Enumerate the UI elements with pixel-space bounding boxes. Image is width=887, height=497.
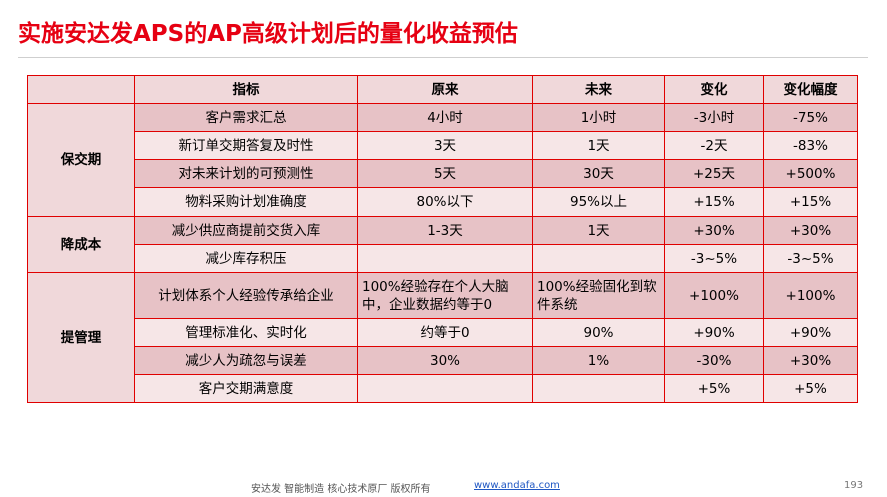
change-cell: +25天: [664, 159, 764, 188]
indicator-cell: 客户交期满意度: [134, 374, 358, 403]
page-number: 193: [844, 480, 864, 491]
category-cell: 保交期: [27, 103, 135, 217]
header-indicator: 指标: [134, 75, 358, 104]
range-cell: +500%: [763, 159, 858, 188]
change-cell: +15%: [664, 187, 764, 217]
after-cell: [532, 374, 665, 403]
range-cell: -83%: [763, 131, 858, 160]
footer-company-text: 安达发 智能制造 核心技术原厂 版权所有: [251, 484, 431, 495]
category-cell: 降成本: [27, 216, 135, 273]
title-divider: [18, 57, 868, 58]
after-cell: 1天: [532, 131, 665, 160]
before-cell: 3天: [357, 131, 533, 160]
footer-website-link[interactable]: www.andafa.com: [474, 480, 560, 491]
before-cell: 80%以下: [357, 187, 533, 217]
table-row: 物料采购计划准确度 80%以下 95%以上 +15% +15%: [28, 187, 858, 217]
footer: 安达发 智能制造 核心技术原厂 版权所有 www.andafa.com 193: [0, 480, 887, 495]
table-row: 提管理 计划体系个人经验传承给企业 100%经验存在个人大脑中，企业数据约等于0…: [27, 272, 858, 403]
table-row: 对未来计划的可预测性 5天 30天 +25天 +500%: [28, 159, 858, 188]
before-cell: 5天: [357, 159, 533, 188]
range-cell: +15%: [763, 187, 858, 217]
table-row: 新订单交期答复及时性 3天 1天 -2天 -83%: [28, 131, 858, 160]
before-cell: 约等于0: [357, 318, 533, 347]
table-row: 保交期 客户需求汇总 4小时 1小时 -3小时 -75%: [27, 103, 858, 217]
change-cell: -3~5%: [664, 244, 764, 273]
table-row: 减少人为疏忽与误差 30% 1% -30% +30%: [28, 346, 858, 375]
table-row: 降成本 减少供应商提前交货入库 1-3天 1天 +30% +30%: [27, 216, 858, 273]
after-cell: [532, 244, 665, 273]
indicator-cell: 物料采购计划准确度: [134, 187, 358, 217]
change-cell: +5%: [664, 374, 764, 403]
change-cell: +100%: [664, 272, 764, 319]
before-cell: 1-3天: [357, 216, 533, 245]
indicator-cell: 减少供应商提前交货入库: [134, 216, 358, 245]
change-cell: -30%: [664, 346, 764, 375]
indicator-cell: 减少人为疏忽与误差: [134, 346, 358, 375]
after-cell: 95%以上: [532, 187, 665, 217]
before-cell: 30%: [357, 346, 533, 375]
range-cell: +100%: [763, 272, 858, 319]
range-cell: +90%: [763, 318, 858, 347]
before-cell: 100%经验存在个人大脑中，企业数据约等于0: [357, 272, 533, 319]
indicator-cell: 计划体系个人经验传承给企业: [134, 272, 358, 319]
before-cell: 4小时: [357, 103, 533, 132]
after-cell: 30天: [532, 159, 665, 188]
page-title: 实施安达发APS的AP高级计划后的量化收益预估: [18, 21, 518, 47]
table-row: 管理标准化、实时化 约等于0 90% +90% +90%: [28, 318, 858, 347]
change-cell: -2天: [664, 131, 764, 160]
range-cell: +30%: [763, 346, 858, 375]
indicator-cell: 客户需求汇总: [134, 103, 358, 132]
table-row: 客户交期满意度 +5% +5%: [28, 374, 858, 403]
after-cell: 90%: [532, 318, 665, 347]
change-cell: +30%: [664, 216, 764, 245]
range-cell: -3~5%: [763, 244, 858, 273]
range-cell: -75%: [763, 103, 858, 132]
header-after: 未来: [532, 75, 665, 104]
indicator-cell: 减少库存积压: [134, 244, 358, 273]
benefit-table: 指标 原来 未来 变化 变化幅度 保交期 客户需求汇总 4小时 1小时 -3小时…: [27, 75, 858, 403]
indicator-cell: 新订单交期答复及时性: [134, 131, 358, 160]
before-cell: [357, 244, 533, 273]
header-range: 变化幅度: [763, 75, 858, 104]
header-blank: [27, 75, 135, 104]
indicator-cell: 对未来计划的可预测性: [134, 159, 358, 188]
range-cell: +5%: [763, 374, 858, 403]
after-cell: 1小时: [532, 103, 665, 132]
after-cell: 1天: [532, 216, 665, 245]
header-change: 变化: [664, 75, 764, 104]
change-cell: -3小时: [664, 103, 764, 132]
indicator-cell: 管理标准化、实时化: [134, 318, 358, 347]
table-row: 减少库存积压 -3~5% -3~5%: [28, 244, 858, 273]
category-cell: 提管理: [27, 272, 135, 403]
after-cell: 100%经验固化到软件系统: [532, 272, 665, 319]
header-before: 原来: [357, 75, 533, 104]
change-cell: +90%: [664, 318, 764, 347]
table-header-row: 指标 原来 未来 变化 变化幅度: [27, 75, 858, 104]
before-cell: [357, 374, 533, 403]
range-cell: +30%: [763, 216, 858, 245]
after-cell: 1%: [532, 346, 665, 375]
